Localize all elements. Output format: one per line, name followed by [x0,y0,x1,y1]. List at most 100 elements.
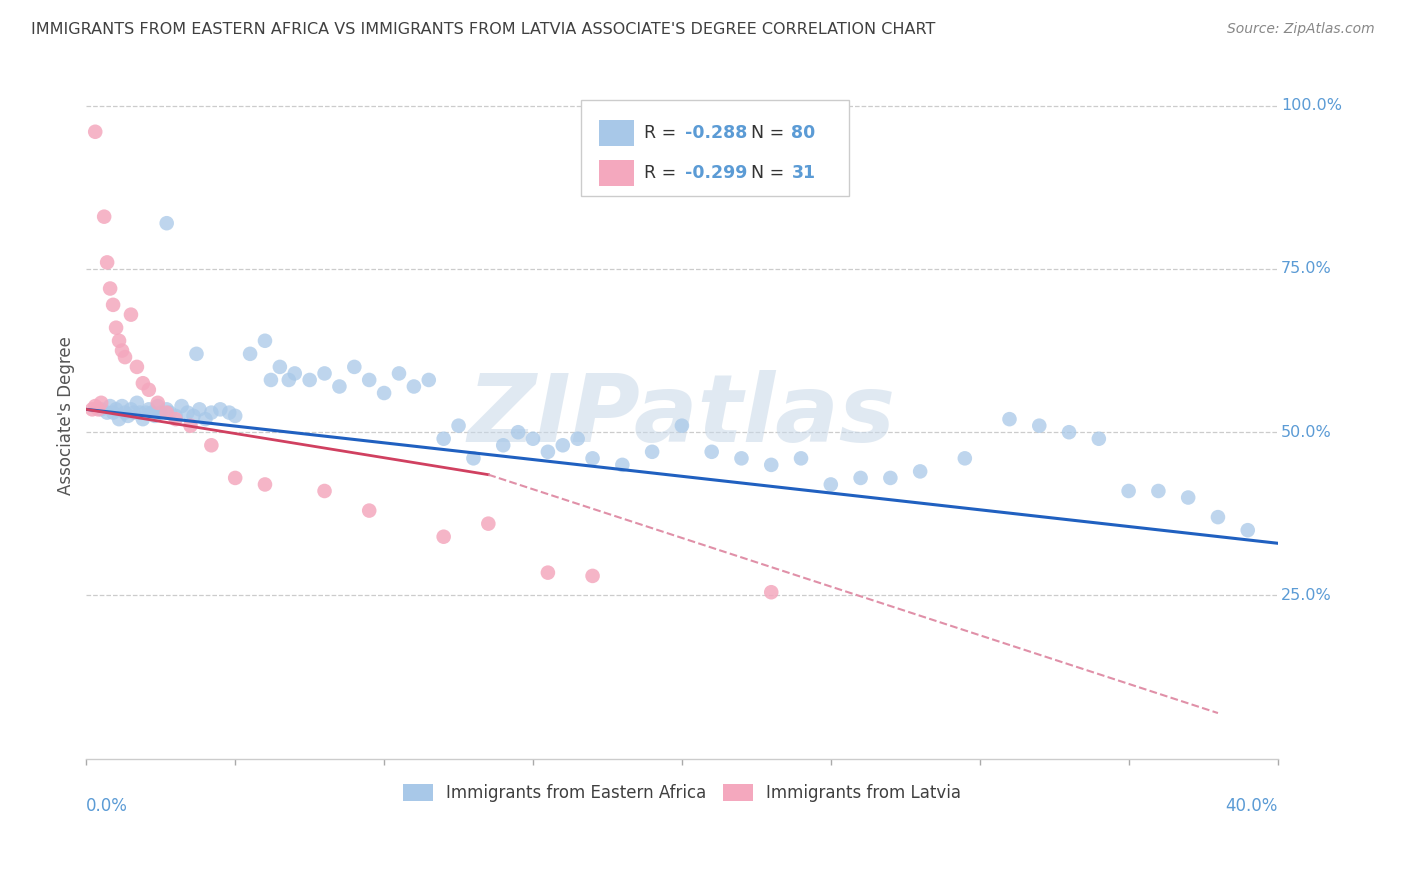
Point [165,412,187,426]
Point [277,373,299,387]
Point [522,432,544,446]
Text: 50.0%: 50.0% [1281,425,1331,440]
Point [105,402,128,417]
Point [200,438,222,452]
Point [224,471,246,485]
Point [188,402,211,417]
Point [111,343,134,358]
Point [165,409,187,423]
Point [156,402,179,417]
Point [537,566,560,580]
Point [477,516,499,531]
Point [1028,418,1050,433]
Point [581,569,603,583]
Point [328,379,350,393]
Point [1206,510,1229,524]
Text: R =: R = [644,124,682,142]
Point [125,396,148,410]
Point [209,402,232,417]
Point [82,402,104,417]
Point [90,402,112,417]
Point [418,373,440,387]
Point [114,350,136,364]
Point [176,406,198,420]
Point [433,530,456,544]
Point [128,406,150,420]
Point [101,406,124,420]
Point [612,458,634,472]
Text: 80: 80 [792,124,815,142]
Point [108,334,131,348]
Text: 40.0%: 40.0% [1225,797,1278,814]
Point [1236,523,1258,537]
Point [87,402,110,417]
Point [138,383,160,397]
Point [146,399,169,413]
Point [96,406,118,420]
Point [84,399,107,413]
Point [218,406,240,420]
Point [567,432,589,446]
Point [194,412,217,426]
Point [671,418,693,433]
Point [239,347,262,361]
Point [373,386,395,401]
Point [114,406,136,420]
Text: R =: R = [644,164,682,182]
Point [260,373,283,387]
Point [761,458,783,472]
Point [84,125,107,139]
FancyBboxPatch shape [599,160,634,186]
Point [879,471,901,485]
Point [537,445,560,459]
Point [125,359,148,374]
Text: 100.0%: 100.0% [1281,98,1343,113]
Point [998,412,1021,426]
Point [90,396,112,410]
Point [120,402,142,417]
Point [101,298,124,312]
Text: -0.299: -0.299 [686,164,748,182]
Point [170,399,193,413]
Point [108,412,131,426]
Point [463,451,485,466]
Point [641,445,664,459]
Point [253,477,276,491]
Point [1177,491,1199,505]
Text: N =: N = [751,164,790,182]
Point [388,367,411,381]
FancyBboxPatch shape [599,120,634,145]
Point [224,409,246,423]
Text: 25.0%: 25.0% [1281,588,1331,603]
Text: Source: ZipAtlas.com: Source: ZipAtlas.com [1227,22,1375,37]
Point [433,432,456,446]
Point [908,464,931,478]
Point [761,585,783,599]
Point [200,406,222,420]
Point [953,451,976,466]
Point [98,281,121,295]
Text: -0.288: -0.288 [686,124,748,142]
Point [447,418,470,433]
Point [143,409,166,423]
Point [849,471,872,485]
Point [156,406,179,420]
Point [186,347,208,361]
Point [98,399,121,413]
Point [122,406,145,420]
Point [96,255,118,269]
Text: N =: N = [751,124,790,142]
Point [149,406,172,420]
Point [132,412,155,426]
Point [105,320,128,334]
Point [141,406,163,420]
Point [111,399,134,413]
Point [117,409,139,423]
Point [314,483,336,498]
Point [135,406,157,420]
Point [402,379,425,393]
Point [159,406,181,420]
Point [132,376,155,391]
Point [1147,483,1170,498]
FancyBboxPatch shape [581,101,849,196]
